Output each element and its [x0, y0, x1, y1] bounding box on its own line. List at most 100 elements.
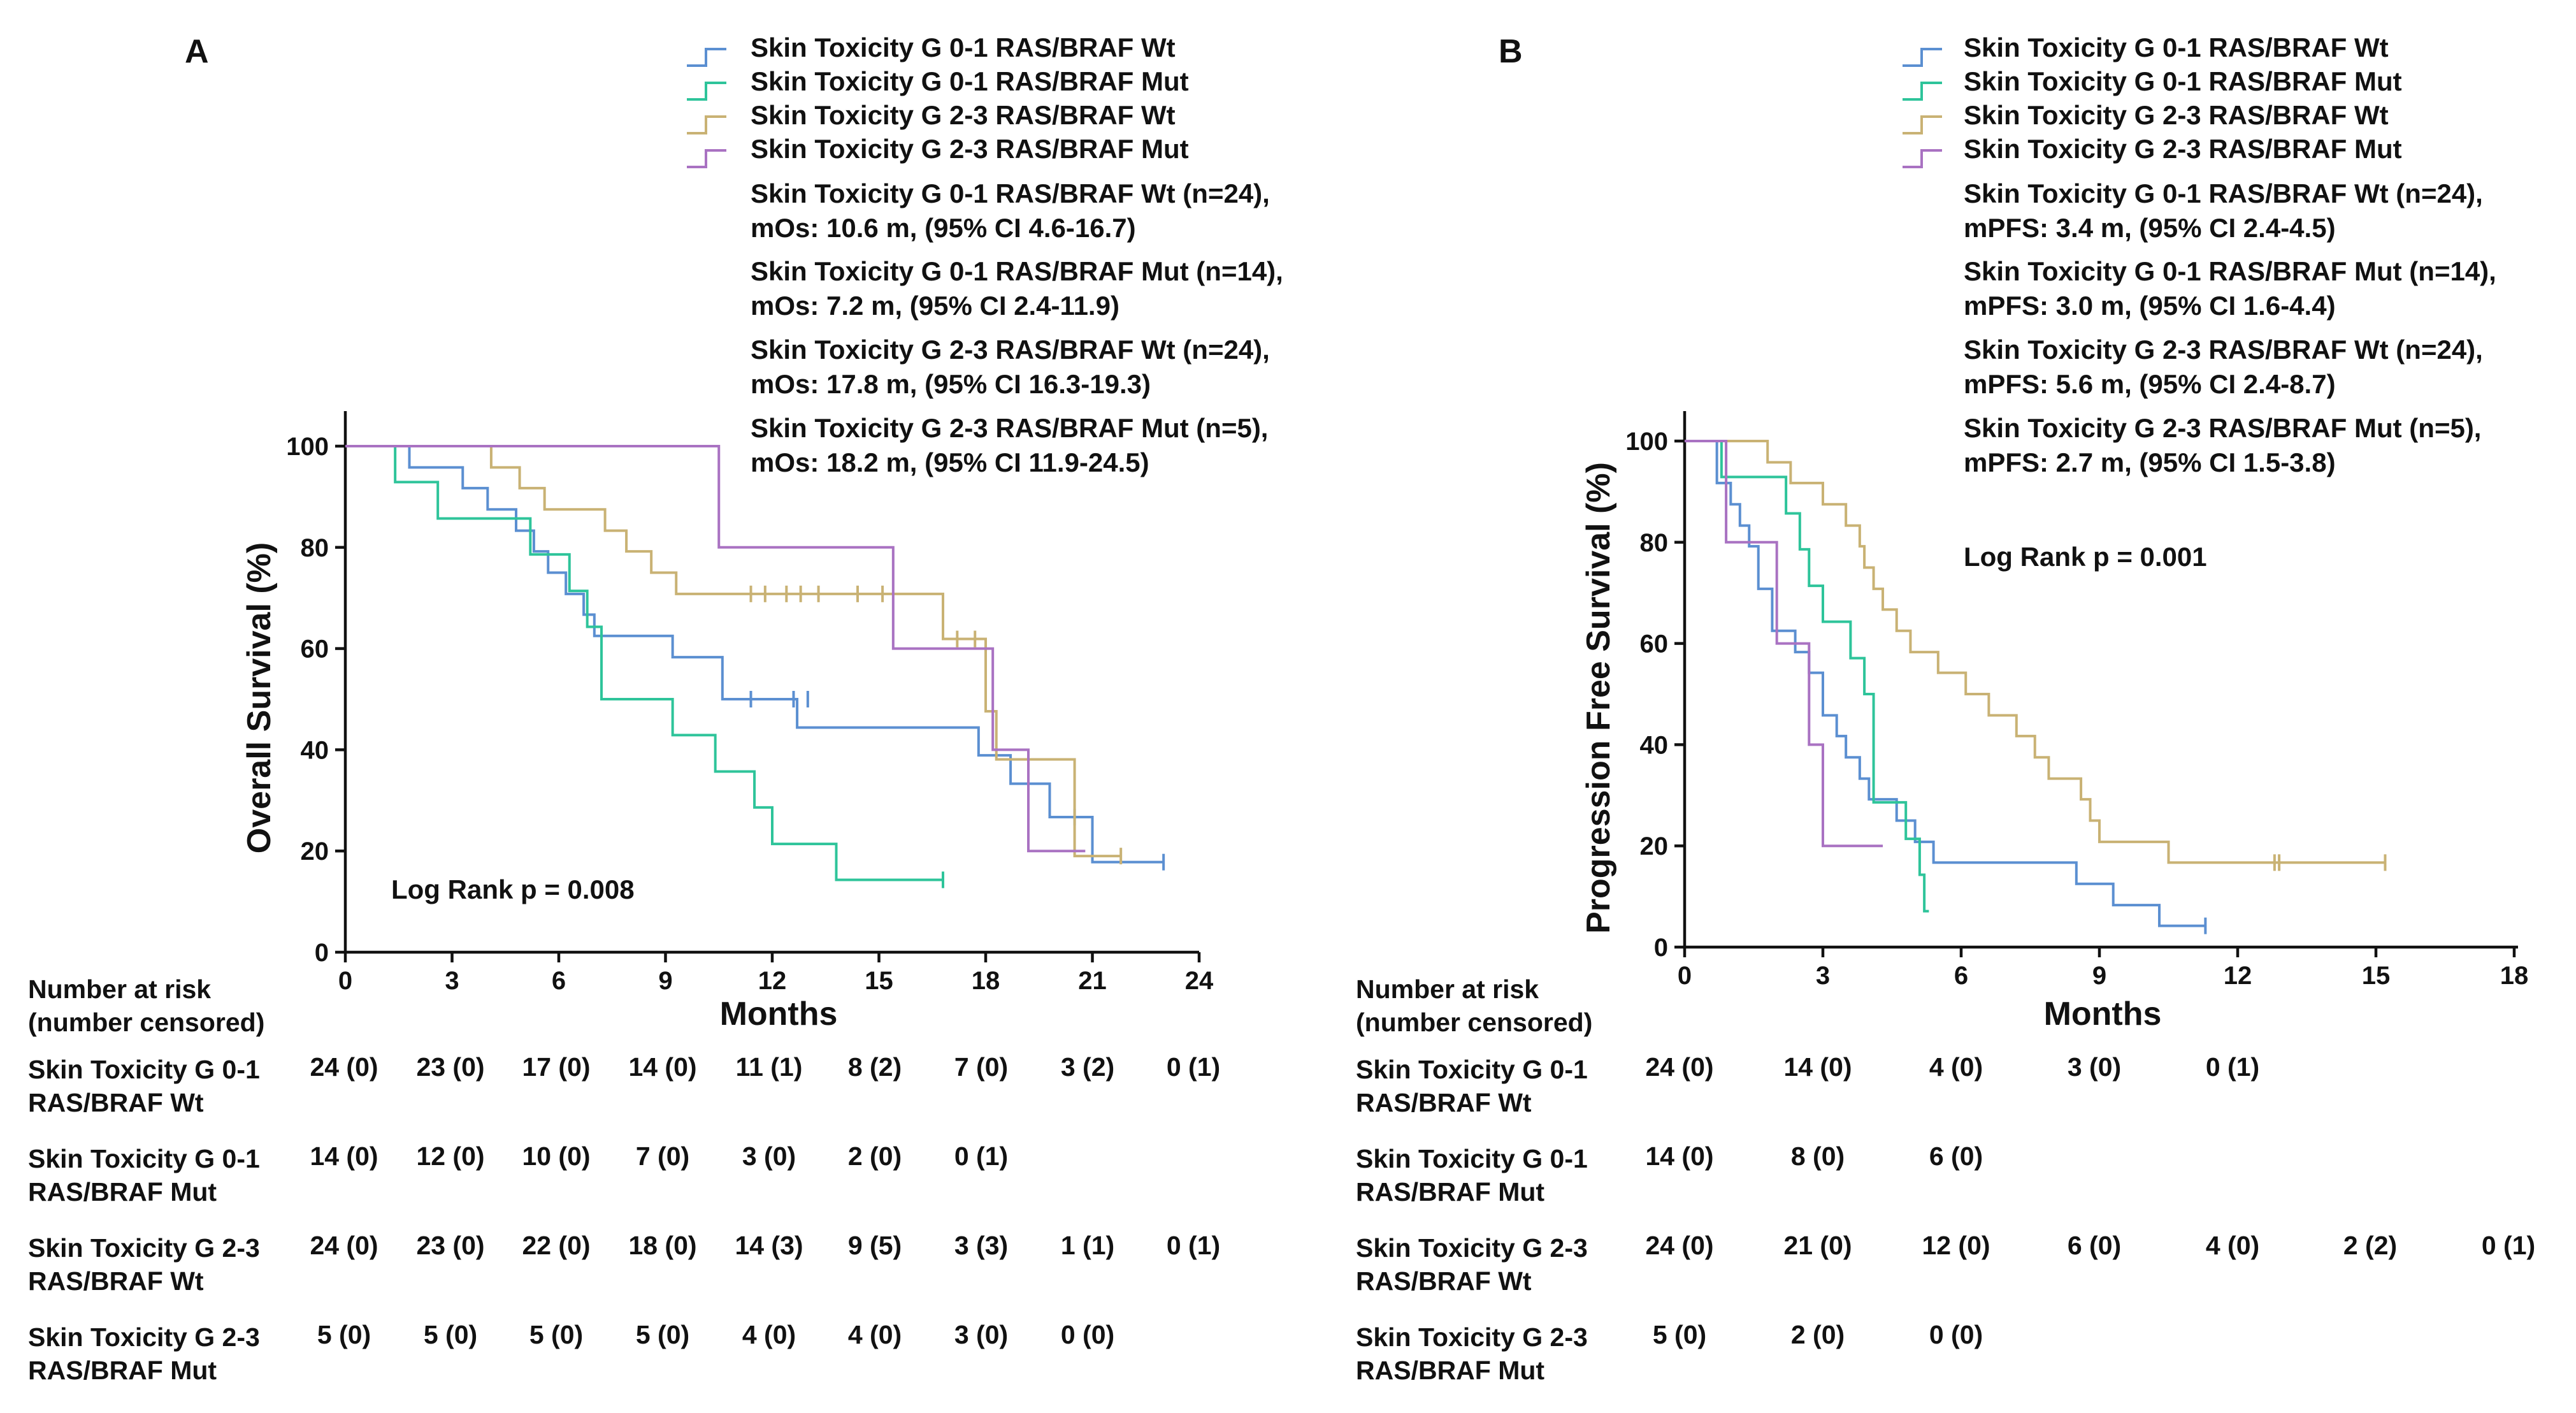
x-tick-label: 12	[758, 967, 787, 995]
legend-b-entry-wt01: Skin Toxicity G 0-1 RAS/BRAF Wt	[1903, 33, 2389, 67]
risk-value: 24 (0)	[1645, 1052, 1713, 1082]
panel-b-risk-row-mut01-l2: RAS/BRAF Mut	[1356, 1177, 1544, 1206]
risk-value: 7 (0)	[954, 1052, 1008, 1082]
panel-a-legend: Skin Toxicity G 0-1 RAS/BRAF Wt Skin Tox…	[687, 33, 1283, 477]
risk-value: 8 (0)	[1791, 1141, 1845, 1171]
panel-a-risk-row-wt01-l2: RAS/BRAF Wt	[28, 1088, 204, 1117]
risk-value: 0 (1)	[1167, 1231, 1220, 1260]
panel-b-axes: 0 20 40 60 80 100 0 3 6 9 12 15 18 Months Progressi…	[1580, 411, 2528, 1033]
panel-label-b: B	[1499, 33, 1523, 70]
risk-value: 5 (0)	[424, 1320, 477, 1349]
legend-label-mut01: Skin Toxicity G 0-1 RAS/BRAF Mut	[751, 66, 1189, 96]
panel-b-risk-row-wt01-l1: Skin Toxicity G 0-1	[1356, 1055, 1588, 1084]
median-wt01-line2: mOs: 10.6 m, (95% CI 4.6-16.7)	[751, 213, 1136, 243]
panel-b-risk-row-wt23-l2: RAS/BRAF Wt	[1356, 1266, 1532, 1296]
risk-value: 12 (0)	[416, 1141, 484, 1171]
panel-a-axes: 0 20 40 60 80 100 0 3 6 9 12 15 18 21 24 Months Overa…	[241, 411, 1214, 1033]
panel-b-legend: Skin Toxicity G 0-1 RAS/BRAF Wt Skin Tox…	[1903, 33, 2496, 477]
y-tick-label: 0	[1654, 934, 1668, 962]
km-curve-wt23	[345, 445, 1121, 858]
panel-a-risk-row-mut01-l1: Skin Toxicity G 0-1	[28, 1144, 260, 1173]
median-mut01-line2: mOs: 7.2 m, (95% CI 2.4-11.9)	[751, 291, 1119, 321]
risk-value: 23 (0)	[416, 1231, 484, 1260]
panel-b-risk-row-wt01-l2: RAS/BRAF Wt	[1356, 1088, 1532, 1117]
panel-b-progression-free-survival: B Skin Toxicity G 0-1 RAS/BRAF Wt Skin T…	[1356, 33, 2535, 1385]
x-tick-label: 3	[1816, 962, 1830, 990]
y-tick-label: 100	[286, 433, 329, 461]
y-tick-label: 60	[1640, 630, 1669, 658]
panel-b-curves	[1685, 440, 2387, 934]
x-tick-label: 3	[445, 967, 459, 995]
x-tick-label: 12	[2224, 962, 2252, 990]
risk-value: 3 (2)	[1061, 1052, 1114, 1082]
legend-entry-mut23: Skin Toxicity G 2-3 RAS/BRAF Mut	[687, 134, 1189, 168]
risk-value: 1 (1)	[1061, 1231, 1114, 1260]
panel-a-overall-survival: A Skin Toxicity G 0-1 RAS/BRAF Wt Skin T…	[28, 33, 1283, 1385]
risk-value: 4 (0)	[1929, 1052, 1983, 1082]
risk-value: 0 (0)	[1929, 1320, 1983, 1349]
x-tick-label: 6	[552, 967, 566, 995]
risk-value: 9 (5)	[848, 1231, 902, 1260]
legend-swatch-wt23	[687, 115, 726, 134]
y-tick-label: 0	[315, 939, 329, 967]
km-curve-mut01	[345, 445, 943, 881]
panel-a-risk-row-mut23-l2: RAS/BRAF Mut	[28, 1356, 217, 1385]
panel-b-risk-values: 24 (0) 14 (0) 4 (0) 3 (0) 0 (1) 14 (0) 8 (0) 6 …	[1645, 1052, 2535, 1349]
legend-b-entry-wt23: Skin Toxicity G 2-3 RAS/BRAF Wt	[1903, 100, 2389, 134]
panel-b-logrank: Log Rank p = 0.001	[1964, 542, 2207, 572]
x-tick-label: 6	[1954, 962, 1968, 990]
risk-value: 6 (0)	[1929, 1141, 1983, 1171]
panel-a-risk-header-2: (number censored)	[28, 1008, 264, 1037]
risk-value: 3 (0)	[954, 1320, 1008, 1349]
y-tick-label: 80	[1640, 529, 1669, 557]
median-b-wt23-line2: mPFS: 5.6 m, (95% CI 2.4-8.7)	[1964, 369, 2336, 399]
panel-b-risk-table: Number at risk (number censored) Skin To…	[1356, 975, 2535, 1385]
risk-value: 3 (0)	[2068, 1052, 2121, 1082]
risk-value: 14 (0)	[628, 1052, 696, 1082]
legend-label-wt23: Skin Toxicity G 2-3 RAS/BRAF Wt	[751, 100, 1176, 130]
risk-value: 24 (0)	[310, 1231, 378, 1260]
x-tick-label: 18	[2500, 962, 2529, 990]
panel-a-risk-header-1: Number at risk	[28, 975, 211, 1004]
panel-a-risk-row-wt01-l1: Skin Toxicity G 0-1	[28, 1055, 260, 1084]
km-curve-mut23	[345, 445, 1086, 853]
risk-value: 5 (0)	[636, 1320, 689, 1349]
legend-b-swatch-wt01	[1903, 48, 1942, 67]
x-tick-label: 24	[1185, 967, 1214, 995]
risk-value: 24 (0)	[310, 1052, 378, 1082]
panel-b-risk-row-mut23-l2: RAS/BRAF Mut	[1356, 1356, 1544, 1385]
panel-b-x-ticks: 0 3 6 9 12 15 18	[1678, 947, 2528, 990]
legend-b-entry-mut23: Skin Toxicity G 2-3 RAS/BRAF Mut	[1903, 134, 2402, 168]
risk-value: 18 (0)	[628, 1231, 696, 1260]
y-tick-label: 20	[301, 837, 329, 866]
risk-value: 3 (3)	[954, 1231, 1008, 1260]
panel-b-x-label: Months	[2044, 996, 2162, 1033]
risk-value: 7 (0)	[636, 1141, 689, 1171]
panel-b-risk-header-1: Number at risk	[1356, 975, 1539, 1004]
median-b-mut23-line2: mPFS: 2.7 m, (95% CI 1.5-3.8)	[1964, 447, 2336, 477]
risk-value: 10 (0)	[522, 1141, 590, 1171]
panel-a-curves	[345, 445, 1165, 888]
km-curve-mut23	[1685, 440, 1883, 848]
panel-b-risk-row-mut23-l1: Skin Toxicity G 2-3	[1356, 1322, 1588, 1352]
risk-value: 11 (1)	[736, 1052, 803, 1082]
risk-value: 5 (0)	[1653, 1320, 1706, 1349]
risk-value: 14 (0)	[310, 1141, 378, 1171]
risk-value: 0 (1)	[954, 1141, 1008, 1171]
median-b-mut01-line2: mPFS: 3.0 m, (95% CI 1.6-4.4)	[1964, 291, 2336, 321]
legend-swatch-wt01	[687, 48, 726, 67]
y-tick-label: 80	[301, 534, 329, 562]
x-tick-label: 21	[1078, 967, 1107, 995]
median-wt01-line1: Skin Toxicity G 0-1 RAS/BRAF Wt (n=24),	[751, 178, 1270, 208]
x-tick-label: 0	[1678, 962, 1692, 990]
legend-entry-wt01: Skin Toxicity G 0-1 RAS/BRAF Wt	[687, 33, 1176, 67]
panel-a-x-label: Months	[720, 996, 838, 1033]
risk-value: 21 (0)	[1783, 1231, 1852, 1260]
median-b-mut01-line1: Skin Toxicity G 0-1 RAS/BRAF Mut (n=14),	[1964, 256, 2496, 286]
risk-value: 8 (2)	[848, 1052, 902, 1082]
median-b-wt01-line1: Skin Toxicity G 0-1 RAS/BRAF Wt (n=24),	[1964, 178, 2483, 208]
median-mut01-line1: Skin Toxicity G 0-1 RAS/BRAF Mut (n=14),	[751, 256, 1283, 286]
risk-value: 4 (0)	[848, 1320, 902, 1349]
risk-value: 12 (0)	[1922, 1231, 1990, 1260]
